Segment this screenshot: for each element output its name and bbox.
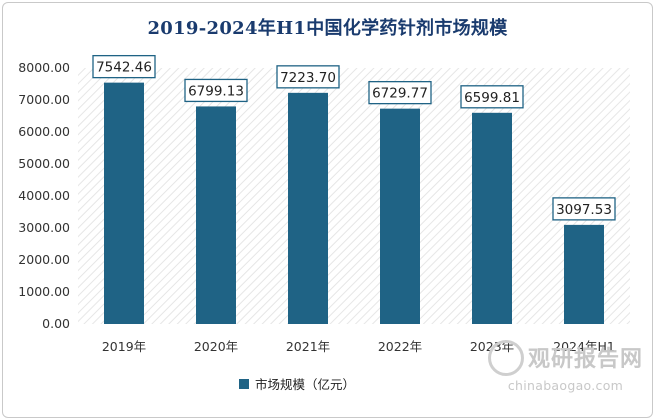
x-tick-label: 2021年	[286, 339, 330, 354]
watermark: 观研报告网 chinabaogao.com	[487, 340, 643, 393]
y-tick-label: 5000.00	[18, 156, 70, 171]
plot-area-background	[78, 68, 630, 324]
bar	[104, 82, 144, 324]
bar	[196, 106, 236, 324]
x-tick-label: 2024年H1	[553, 339, 615, 354]
watermark-logo-icon	[487, 340, 524, 376]
y-tick-label: 4000.00	[18, 188, 70, 203]
data-label: 6729.77	[372, 86, 428, 102]
x-tick-label: 2022年	[378, 339, 422, 354]
legend: 市场规模（亿元）	[239, 374, 355, 393]
x-tick-label: 2019年	[102, 339, 146, 354]
y-tick-label: 2000.00	[18, 252, 70, 267]
bar	[288, 92, 328, 324]
watermark-name: 观研报告网	[487, 340, 643, 378]
data-label-box	[460, 85, 524, 109]
y-tick-label: 7000.00	[18, 92, 70, 107]
bar	[564, 224, 604, 324]
legend-swatch	[239, 378, 249, 389]
data-label: 6599.81	[464, 90, 520, 106]
watermark-name-text: 观研报告网	[527, 347, 643, 372]
watermark-url: chinabaogao.com	[507, 378, 624, 393]
data-label-box	[92, 54, 156, 79]
data-label: 3097.53	[556, 202, 612, 218]
legend-label: 市场规模（亿元）	[255, 377, 356, 392]
data-label-box	[184, 78, 248, 103]
chart-title: 2019-2024年H1中国化学药针剂市场规模	[147, 18, 508, 39]
y-tick-label: 1000.00	[18, 284, 70, 299]
data-label: 7223.70	[280, 70, 336, 86]
y-tick-label: 6000.00	[18, 124, 70, 139]
data-label: 7542.46	[96, 60, 152, 76]
data-label: 6799.13	[188, 83, 244, 99]
data-label-box	[368, 80, 432, 105]
y-tick-label: 0.00	[42, 316, 70, 331]
y-tick-label: 8000.00	[18, 60, 70, 75]
data-label-box	[552, 197, 616, 221]
data-label-box	[276, 65, 340, 89]
bar	[380, 108, 420, 324]
y-tick-label: 3000.00	[18, 220, 70, 235]
bar	[472, 112, 512, 324]
x-tick-label: 2020年	[194, 339, 238, 354]
